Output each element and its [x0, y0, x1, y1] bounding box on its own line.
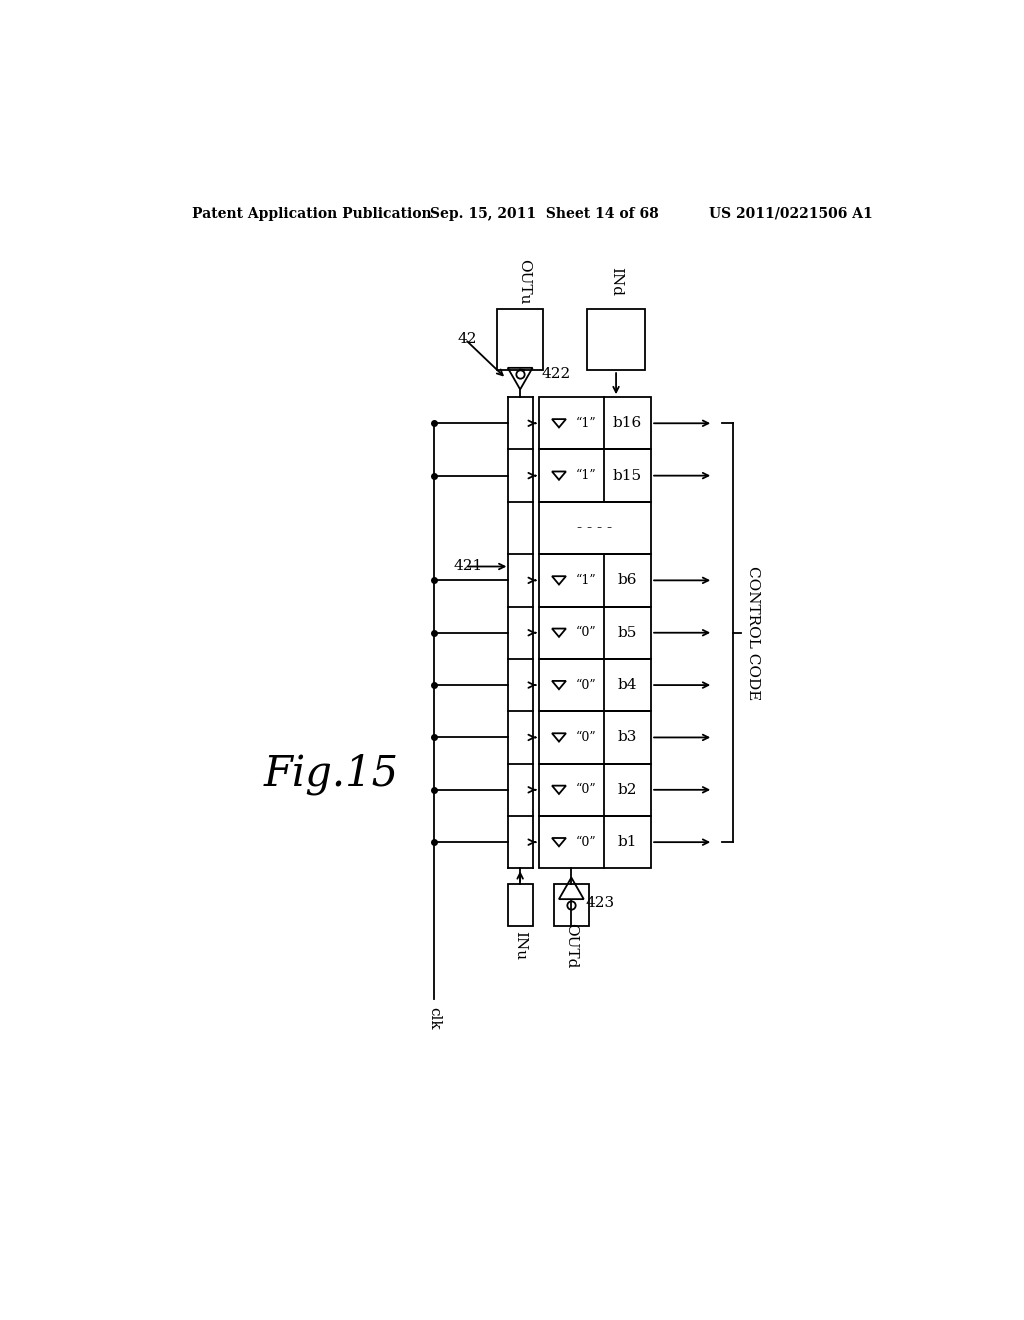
Bar [539, 397, 651, 449]
Text: “1”: “1” [575, 417, 596, 430]
Text: INd: INd [609, 267, 623, 296]
Bar [587, 309, 645, 370]
Text: Fig.15: Fig.15 [263, 754, 398, 796]
Text: 42: 42 [458, 333, 477, 346]
Bar [539, 502, 651, 554]
Text: OUTd: OUTd [564, 923, 579, 968]
Text: b16: b16 [613, 416, 642, 430]
Bar [508, 884, 532, 927]
Text: “0”: “0” [575, 626, 596, 639]
Text: b1: b1 [617, 836, 637, 849]
Text: US 2011/0221506 A1: US 2011/0221506 A1 [710, 207, 873, 220]
Text: INu: INu [513, 931, 527, 960]
Text: “0”: “0” [575, 731, 596, 744]
Text: b6: b6 [617, 573, 637, 587]
Bar [539, 711, 651, 763]
Text: Patent Application Publication: Patent Application Publication [191, 207, 431, 220]
Bar [539, 763, 651, 816]
Text: 423: 423 [586, 896, 614, 909]
Text: 421: 421 [454, 560, 482, 573]
Bar [539, 659, 651, 711]
Text: “1”: “1” [575, 574, 596, 587]
Text: 422: 422 [542, 367, 571, 381]
Text: CONTROL CODE: CONTROL CODE [745, 565, 760, 700]
Bar [539, 607, 651, 659]
Text: “0”: “0” [575, 836, 596, 849]
Text: b15: b15 [613, 469, 642, 483]
Text: “1”: “1” [575, 469, 596, 482]
Text: b4: b4 [617, 678, 637, 692]
Text: “0”: “0” [575, 783, 596, 796]
Text: - - - -: - - - - [578, 521, 612, 535]
Bar [539, 450, 651, 502]
Bar [554, 884, 589, 927]
Text: clk: clk [427, 1007, 441, 1030]
Text: b3: b3 [617, 730, 637, 744]
Text: “0”: “0” [575, 678, 596, 692]
Text: b2: b2 [617, 783, 637, 797]
Text: b5: b5 [617, 626, 637, 640]
Text: Sep. 15, 2011  Sheet 14 of 68: Sep. 15, 2011 Sheet 14 of 68 [430, 207, 659, 220]
Bar [539, 816, 651, 869]
Bar [539, 554, 651, 607]
Text: OUTu: OUTu [517, 259, 531, 305]
Bar [497, 309, 544, 370]
